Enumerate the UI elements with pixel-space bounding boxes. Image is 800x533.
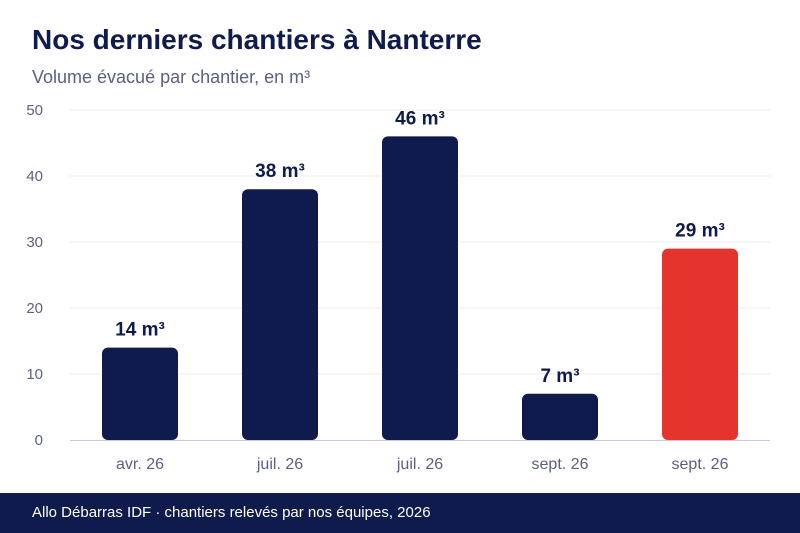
bar-2: [242, 189, 318, 440]
footer-source: Allo Débarras IDF · chantiers relevés pa…: [32, 504, 431, 521]
x-tick-label: avr. 26: [116, 456, 164, 473]
y-tick-label: 30: [26, 234, 43, 251]
data-label: 29 m³: [675, 221, 725, 242]
x-axis-ticks: avr. 26 juil. 26 juil. 26 sept. 26 sept. 26: [116, 456, 729, 473]
data-labels: 14 m³ 38 m³ 46 m³ 7 m³ 29 m³: [115, 108, 725, 386]
bar-5: [662, 248, 738, 440]
data-label: 46 m³: [395, 108, 445, 129]
bars: [102, 136, 738, 440]
data-label: 38 m³: [255, 161, 305, 182]
y-tick-label: 20: [26, 300, 43, 317]
y-tick-label: 0: [35, 432, 43, 449]
y-tick-label: 40: [26, 168, 43, 185]
data-label: 7 m³: [540, 366, 579, 387]
y-tick-label: 10: [26, 366, 43, 383]
chart-subtitle: Volume évacué par chantier, en m³: [32, 67, 311, 87]
chart-title: Nos derniers chantiers à Nanterre: [32, 24, 482, 55]
x-tick-label: juil. 26: [256, 456, 303, 473]
data-label: 14 m³: [115, 320, 165, 341]
bar-4: [522, 393, 598, 440]
bar-1: [102, 347, 178, 440]
bar-3: [382, 136, 458, 440]
bar-chart: 0 10 20 30 40 50 14 m³ 38 m³ 46 m³ 7 m³ 29 m³ avr…: [26, 102, 770, 473]
y-axis-ticks: 0 10 20 30 40 50: [26, 102, 43, 449]
y-tick-label: 50: [26, 102, 43, 119]
x-tick-label: sept. 26: [532, 456, 589, 473]
x-tick-label: sept. 26: [672, 456, 729, 473]
footer-bar: Allo Débarras IDF · chantiers relevés pa…: [0, 493, 800, 533]
x-tick-label: juil. 26: [396, 456, 443, 473]
